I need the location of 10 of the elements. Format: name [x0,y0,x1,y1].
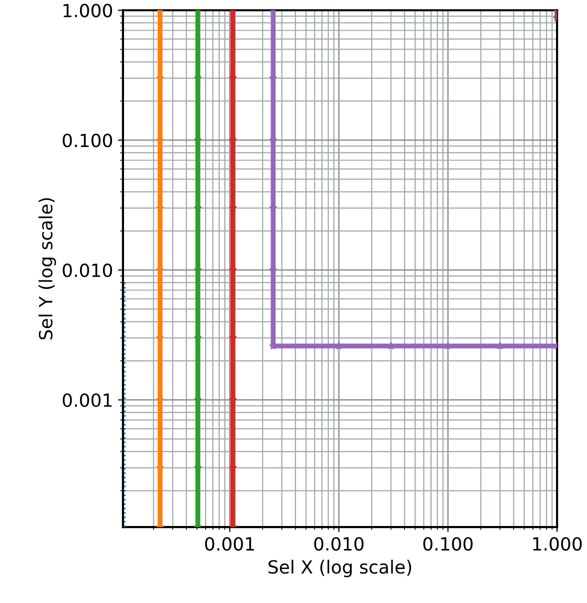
x-tick-label: 0.010 [314,537,364,551]
x-tick-label: 0.100 [423,537,473,551]
x-axis-title: Sel X (log scale) [268,560,412,578]
y-tick-label: 1.000 [64,4,112,18]
y-tick-label: 0.010 [62,263,112,278]
y-tick-label: 0.100 [62,134,112,148]
y-axis-title: Sel Y (log scale) [38,198,56,340]
y-tick-label: 0.001 [62,393,112,408]
x-tick-label: 1.000 [533,537,582,551]
x-tick-label: 0.001 [205,537,254,551]
